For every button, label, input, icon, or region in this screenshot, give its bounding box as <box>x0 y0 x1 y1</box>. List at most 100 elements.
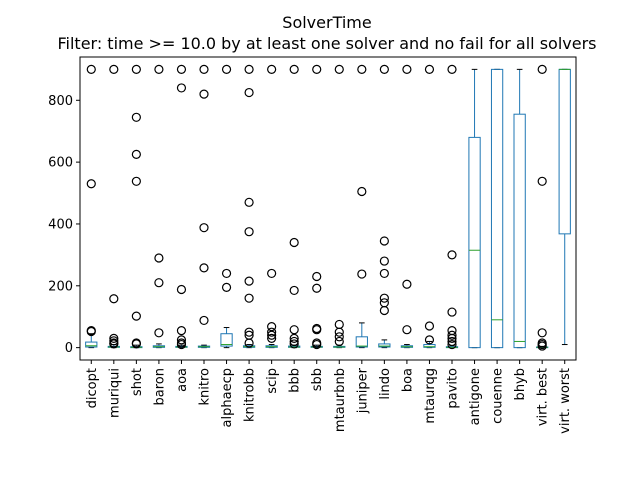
flier-point <box>221 268 232 279</box>
flier-point <box>199 89 209 99</box>
flier-point <box>379 305 389 316</box>
box-15 <box>423 64 436 349</box>
box-iqr <box>468 136 481 349</box>
flier-point <box>244 64 254 74</box>
flier-point <box>424 335 435 345</box>
x-tick-label: knitrobb <box>243 368 258 422</box>
x-tick-label: pavito <box>446 368 461 409</box>
flier-point <box>244 293 254 303</box>
flier-point <box>424 321 435 331</box>
box-20 <box>536 64 549 351</box>
flier-point <box>447 333 457 343</box>
flier-point <box>244 338 254 348</box>
flier-point <box>131 311 141 321</box>
flier-point <box>289 339 299 349</box>
flier-point <box>334 336 344 347</box>
box-19 <box>513 68 526 349</box>
box-iqr <box>378 343 391 348</box>
box-iqr <box>423 344 436 348</box>
flier-point <box>312 64 322 74</box>
x-tick-label: mtaurqg <box>423 368 438 424</box>
flier-point <box>312 283 322 293</box>
flier-point <box>289 285 299 296</box>
plot-frame <box>79 56 577 361</box>
flier-point <box>379 64 389 74</box>
flier-point <box>289 325 299 335</box>
y-tick-label: 800 <box>48 94 73 109</box>
flier-point <box>199 315 209 326</box>
flier-point <box>244 276 254 286</box>
flier-point <box>176 64 187 74</box>
y-tick-label: 200 <box>48 279 73 294</box>
flier-point <box>176 326 187 336</box>
flier-point <box>379 236 389 246</box>
flier-point <box>289 333 299 343</box>
flier-point <box>131 149 141 159</box>
x-tick-label: couenne <box>491 368 506 424</box>
flier-point <box>379 298 389 308</box>
flier-point <box>221 282 232 292</box>
box-iqr <box>490 68 504 349</box>
box-16 <box>445 64 459 350</box>
flier-point <box>379 268 389 279</box>
flier-point <box>334 327 344 337</box>
box-iqr <box>513 113 526 349</box>
box-iqr <box>558 68 571 235</box>
x-tick-label: knitro <box>198 368 213 406</box>
box-0 <box>85 64 98 349</box>
chart-title: SolverTime <box>282 13 371 32</box>
flier-point <box>447 64 457 74</box>
flier-point <box>154 328 164 338</box>
flier-point <box>199 223 209 233</box>
y-axis: 0 200 400 600 800 <box>48 94 80 356</box>
flier-point <box>379 256 389 266</box>
flier-point <box>244 327 254 337</box>
flier-point <box>109 294 119 304</box>
flier-point <box>334 319 344 330</box>
flier-point <box>289 336 299 347</box>
flier-point <box>447 326 457 336</box>
flier-point <box>244 197 254 207</box>
x-tick-label: sbb <box>310 368 325 391</box>
box-7 <box>242 64 256 349</box>
flier-point <box>424 64 435 74</box>
flier-point <box>109 339 119 349</box>
flier-point <box>131 176 141 186</box>
flier-point <box>244 87 254 98</box>
flier-point <box>176 284 187 295</box>
flier-point <box>537 328 547 338</box>
flier-point <box>357 186 367 197</box>
y-tick-label: 400 <box>48 217 73 232</box>
x-tick-label: virt. worst <box>558 368 573 434</box>
flier-point <box>402 325 412 335</box>
flier-point <box>334 332 344 342</box>
flier-point <box>109 333 119 343</box>
flier-point <box>244 227 254 237</box>
flier-point <box>109 64 119 74</box>
plot-area <box>85 64 571 351</box>
box-21 <box>558 68 571 346</box>
box-2 <box>130 64 143 349</box>
box-5 <box>197 64 211 349</box>
box-6 <box>220 64 233 349</box>
box-8 <box>265 64 278 349</box>
flier-point <box>289 237 299 248</box>
box-14 <box>400 64 414 349</box>
flier-point <box>312 325 322 335</box>
y-tick-label: 0 <box>65 341 73 356</box>
flier-point <box>199 263 209 273</box>
box-3 <box>152 64 166 349</box>
flier-point <box>131 339 141 349</box>
flier-point <box>176 83 187 93</box>
x-tick-label: boa <box>400 368 415 392</box>
flier-point <box>86 326 96 337</box>
flier-point <box>267 327 277 337</box>
box-iqr <box>355 336 368 348</box>
box-iqr <box>85 341 98 348</box>
flier-point <box>221 64 232 74</box>
flier-point <box>357 269 367 279</box>
flier-point <box>447 339 457 350</box>
flier-point <box>131 112 141 122</box>
chart-subtitle: Filter: time >= 10.0 by at least one sol… <box>57 34 596 53</box>
